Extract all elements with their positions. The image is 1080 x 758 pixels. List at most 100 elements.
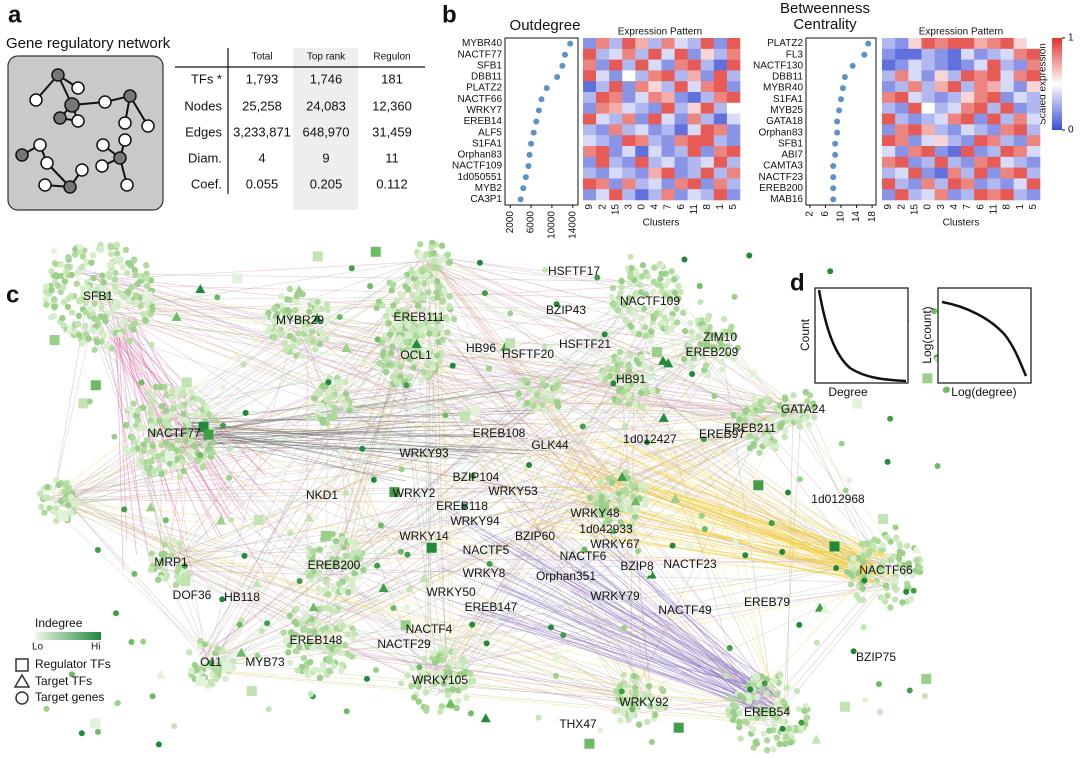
legend-title: Indegree bbox=[35, 616, 83, 630]
edge-bundle bbox=[585, 506, 757, 693]
target-node bbox=[669, 542, 676, 549]
edge bbox=[764, 578, 887, 721]
node-label: WRKY92 bbox=[619, 695, 669, 709]
target-node bbox=[446, 303, 453, 310]
heat-cell bbox=[934, 59, 949, 71]
x-tick-label: 14 bbox=[851, 211, 862, 223]
edge-bundle bbox=[177, 409, 548, 425]
heat-cell bbox=[947, 48, 962, 60]
edge bbox=[431, 292, 706, 352]
target-node bbox=[133, 412, 140, 419]
edge bbox=[433, 501, 634, 689]
heat-cell bbox=[661, 92, 675, 104]
node-label: EREB111 bbox=[394, 310, 445, 324]
target-node bbox=[180, 467, 187, 475]
heat-cell bbox=[908, 124, 922, 136]
heat-cell bbox=[674, 156, 688, 168]
heat-cell bbox=[674, 48, 688, 60]
cell: 1,746 bbox=[310, 71, 343, 86]
node-label: WRKY2 bbox=[393, 486, 436, 500]
gene-label: MYBR40 bbox=[763, 83, 803, 94]
heat-cell bbox=[674, 189, 688, 201]
edge bbox=[337, 321, 411, 560]
x-tick-label: 11 bbox=[989, 204, 1000, 215]
target-node bbox=[661, 314, 668, 321]
target-node bbox=[147, 277, 155, 284]
target-node bbox=[404, 277, 412, 285]
heat-cell bbox=[674, 146, 688, 158]
target-node bbox=[916, 568, 924, 576]
target-node bbox=[611, 708, 619, 715]
target-node bbox=[296, 339, 303, 346]
target-node bbox=[533, 391, 540, 399]
target-node bbox=[444, 687, 451, 694]
target-node bbox=[240, 361, 247, 368]
heat-cell bbox=[908, 70, 922, 82]
target-node bbox=[859, 585, 866, 592]
target-node bbox=[150, 391, 158, 399]
node-label: EREB54 bbox=[744, 705, 790, 719]
heat-cell bbox=[934, 102, 949, 114]
target-node bbox=[884, 592, 891, 599]
edge bbox=[636, 370, 798, 404]
target-node bbox=[782, 427, 789, 435]
target-node bbox=[692, 349, 700, 356]
edge bbox=[439, 267, 792, 413]
target-node bbox=[642, 482, 649, 489]
target-node bbox=[486, 365, 493, 372]
edge bbox=[436, 263, 776, 698]
target-node bbox=[626, 523, 633, 530]
edge bbox=[620, 307, 666, 369]
node-label: NACTF77 bbox=[147, 426, 201, 440]
x-tick-label: 8 bbox=[1002, 204, 1013, 210]
x-tick-label: 4 bbox=[650, 204, 661, 210]
heat-cell bbox=[648, 81, 662, 93]
x-tick-label: 5 bbox=[728, 204, 739, 210]
target-node bbox=[98, 303, 105, 311]
edge bbox=[312, 419, 750, 645]
target-node bbox=[469, 472, 476, 479]
node-label: NACTF23 bbox=[663, 557, 717, 571]
node-label: OCL1 bbox=[400, 348, 432, 362]
target-node bbox=[627, 253, 634, 260]
heat-cell bbox=[895, 48, 909, 60]
dot bbox=[865, 40, 872, 47]
edge bbox=[329, 624, 753, 706]
target-node bbox=[126, 337, 133, 345]
regulator-tf bbox=[49, 335, 60, 346]
target-node bbox=[783, 704, 790, 712]
target-node bbox=[186, 453, 194, 461]
target-node bbox=[880, 570, 887, 577]
heat-cell bbox=[895, 135, 909, 147]
node-label: WRKY93 bbox=[399, 446, 449, 460]
heat-cell bbox=[987, 146, 1001, 158]
target-node bbox=[455, 687, 462, 694]
target-tf bbox=[215, 515, 226, 525]
edge-bundle bbox=[564, 560, 759, 714]
edge-bundle bbox=[116, 332, 219, 537]
target-node bbox=[449, 362, 456, 369]
target-node bbox=[704, 329, 712, 336]
target-node bbox=[814, 639, 821, 646]
heat-cell bbox=[622, 146, 636, 158]
cell: 11 bbox=[385, 150, 399, 165]
target-node bbox=[639, 262, 647, 269]
target-node bbox=[418, 320, 425, 328]
target-node bbox=[235, 353, 242, 360]
target-node bbox=[73, 280, 80, 287]
target-node bbox=[111, 304, 118, 311]
target-tf bbox=[617, 471, 628, 481]
node-label: NACTF66 bbox=[859, 563, 913, 577]
target-node bbox=[658, 270, 665, 277]
target-node bbox=[618, 277, 625, 285]
node-label: HSFTF21 bbox=[559, 337, 611, 351]
target-tf bbox=[658, 355, 669, 365]
regulator-tf bbox=[460, 411, 471, 422]
x-tick-label: 15 bbox=[910, 204, 921, 216]
heat-cell bbox=[622, 113, 636, 125]
target-node bbox=[285, 649, 292, 656]
target-node bbox=[443, 315, 451, 323]
target-node bbox=[182, 417, 189, 424]
dot bbox=[554, 73, 561, 80]
target-node bbox=[637, 289, 645, 296]
